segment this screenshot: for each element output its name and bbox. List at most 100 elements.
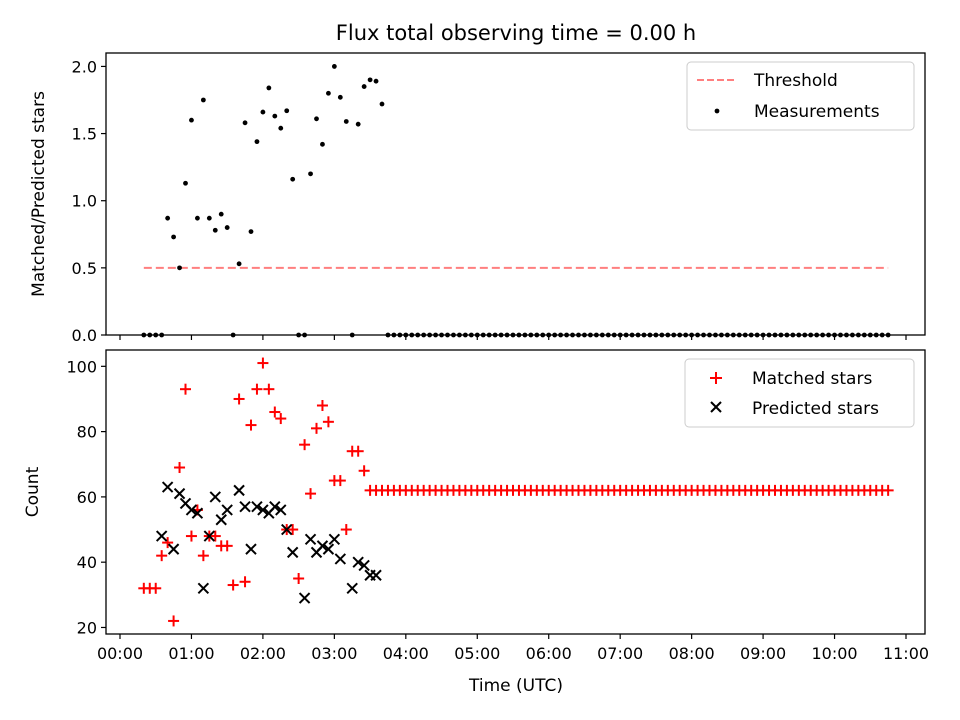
- measurements-point: [474, 332, 480, 338]
- measurements-point: [814, 332, 820, 338]
- measurements-point: [451, 332, 456, 338]
- measurements-point: [635, 332, 641, 338]
- x-tick-label: 09:00: [740, 644, 786, 663]
- measurements-point: [165, 215, 171, 221]
- panel-bottom-legend-box: [684, 358, 915, 428]
- matched-stars-point: [239, 576, 251, 588]
- measurements-point: [141, 332, 147, 338]
- x-tick-label: 06:00: [526, 644, 572, 663]
- x-tick-label: 10:00: [811, 644, 857, 663]
- predicted-stars-point: [245, 543, 257, 555]
- measurements-point: [778, 332, 784, 338]
- matched-stars-point: [293, 573, 305, 585]
- measurements-point: [522, 332, 528, 338]
- measurements-point: [343, 119, 349, 124]
- measurements-point: [695, 332, 700, 338]
- measurements-point: [772, 332, 778, 338]
- measurements-point: [629, 332, 635, 338]
- measurements-point: [748, 332, 754, 338]
- measurements-point: [570, 332, 575, 338]
- x-tick-label: 00:00: [97, 644, 143, 663]
- measurements-point: [802, 332, 808, 338]
- measurements-point: [218, 211, 224, 217]
- legend-predicted-swatch: [710, 401, 722, 413]
- measurements-point: [212, 227, 218, 233]
- predicted-stars-point: [358, 559, 370, 572]
- panel-top-legend: Threshold Measurements: [686, 61, 915, 131]
- matched-stars-point: [340, 524, 352, 536]
- matched-stars-point: [305, 488, 317, 500]
- matched-stars-point: [316, 399, 328, 411]
- measurements-point: [689, 332, 695, 338]
- measurements-point: [844, 332, 849, 338]
- measurements-point: [760, 332, 766, 338]
- measurements-point: [707, 332, 712, 338]
- matched-stars-point: [227, 579, 239, 591]
- predicted-stars-point: [269, 500, 281, 513]
- measurements-point: [552, 332, 558, 338]
- measurements-point: [272, 113, 278, 119]
- matched-stars-point: [251, 383, 263, 395]
- measurements-point: [605, 332, 611, 338]
- matched-stars-point: [150, 582, 162, 594]
- chart-title: Flux total observing time = 0.00 h: [336, 21, 696, 45]
- matched-stars-point: [311, 422, 322, 434]
- predicted-stars-point: [215, 514, 227, 526]
- measurements-point: [826, 332, 831, 338]
- measurements-point: [873, 332, 879, 338]
- matched-stars-point: [180, 383, 191, 395]
- legend-measurements-swatch: [714, 108, 720, 114]
- measurements-point: [284, 108, 290, 114]
- matched-stars-point: [197, 550, 209, 562]
- measurements-point: [433, 332, 438, 338]
- measurements-point: [486, 332, 492, 338]
- measurements-point: [641, 332, 647, 338]
- measurements-point: [302, 332, 307, 338]
- measurements-point: [736, 332, 742, 338]
- measurements-point: [742, 332, 748, 338]
- measurements-point: [254, 139, 260, 145]
- predicted-stars-point: [257, 504, 269, 516]
- panel-bottom-data: [138, 357, 894, 627]
- predicted-stars-point: [286, 546, 299, 559]
- measurements-point: [588, 332, 593, 338]
- y-tick-label: 40: [77, 553, 97, 572]
- matched-stars-point: [221, 540, 233, 552]
- panel-bottom-x-ticks: 00:00 01:00 02:00 03:00 04:00 05:00 06:00 07:00…: [97, 634, 929, 663]
- x-tick-label: 05:00: [454, 644, 500, 663]
- measurements-point: [171, 234, 176, 240]
- matched-stars-point: [299, 439, 311, 451]
- panel-bottom-legend: Matched stars Predicted stars: [684, 358, 915, 428]
- legend-matched-swatch: [710, 372, 722, 384]
- measurements-point: [832, 332, 837, 338]
- measurements-point: [200, 97, 206, 103]
- panel-bottom-y-ticks: 20 40 60 80 100: [66, 357, 106, 637]
- panel-top-data: [141, 64, 891, 338]
- matched-stars-point: [209, 530, 221, 542]
- y-tick-label: 0.5: [72, 259, 97, 278]
- legend-measurements-label: Measurements: [754, 102, 880, 122]
- matched-stars-point: [233, 393, 245, 405]
- predicted-stars-point: [275, 504, 287, 516]
- predicted-stars-point: [167, 543, 180, 555]
- measurements-point: [504, 332, 510, 338]
- measurements-point: [855, 332, 861, 338]
- measurements-point: [498, 332, 504, 338]
- y-tick-label: 2.0: [72, 57, 97, 76]
- matched-stars-point: [882, 484, 894, 496]
- measurements-point: [349, 332, 355, 338]
- measurements-point: [385, 332, 391, 338]
- measurements-point: [468, 332, 474, 338]
- predicted-stars-point: [352, 556, 364, 568]
- measurements-point: [838, 332, 843, 338]
- predicted-stars-point: [316, 540, 329, 552]
- measurements-point: [719, 332, 724, 338]
- measurements-point: [623, 332, 629, 338]
- measurements-point: [236, 261, 242, 267]
- measurements-point: [421, 332, 427, 338]
- measurements-point: [701, 332, 706, 338]
- measurements-point: [462, 332, 468, 338]
- measurements-point: [189, 117, 194, 123]
- measurements-point: [397, 332, 403, 338]
- x-tick-label: 01:00: [168, 644, 214, 663]
